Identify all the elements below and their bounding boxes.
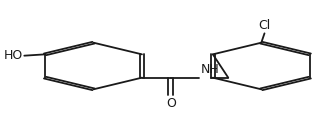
Text: O: O (166, 97, 175, 110)
Text: HO: HO (3, 49, 23, 62)
Text: NH: NH (201, 63, 220, 76)
Text: Cl: Cl (258, 19, 271, 32)
